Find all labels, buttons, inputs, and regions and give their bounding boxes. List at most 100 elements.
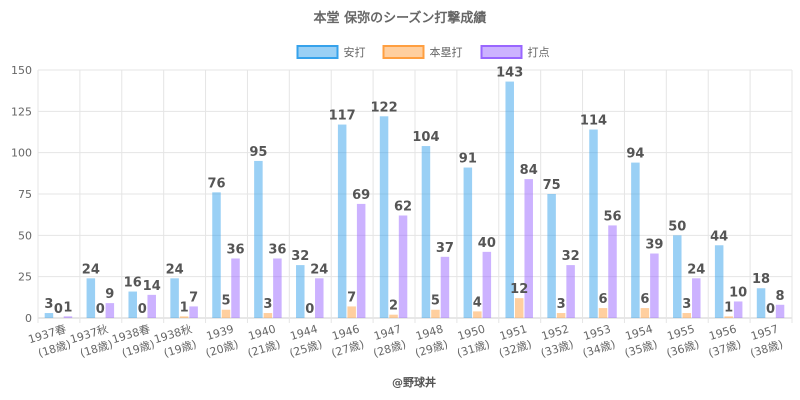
bar[interactable] [440,256,450,318]
bar[interactable] [398,215,408,318]
bar[interactable] [296,265,305,318]
bar[interactable] [524,179,533,318]
bar[interactable] [315,278,324,318]
x-tick-label: 1950(31歳) [455,322,491,360]
bar[interactable] [589,129,598,318]
bar[interactable] [231,258,240,318]
bar[interactable] [105,303,115,318]
data-label: 32 [291,249,309,264]
footer-credit: @野球丼 [392,375,436,389]
x-tick-label: 1946(27歳) [330,322,366,360]
bar[interactable] [547,194,556,318]
bar[interactable] [756,288,766,318]
bar[interactable] [221,309,231,318]
bar[interactable] [724,316,733,318]
legend-item[interactable]: 安打 [296,45,366,59]
data-label: 76 [207,176,225,191]
bar[interactable] [63,316,73,318]
bar[interactable] [598,308,608,318]
data-label: 56 [603,209,621,224]
bar[interactable] [714,245,724,318]
x-tick-label: 1954(35歳) [623,322,659,360]
data-label: 32 [562,249,580,264]
data-label: 24 [687,262,705,277]
data-label: 94 [626,147,644,162]
legend-label: 打点 [528,45,550,59]
bar[interactable] [86,278,96,318]
data-label: 117 [329,109,356,124]
x-tick-label: 1937春(18歳) [27,322,73,360]
bar[interactable] [733,301,743,318]
data-label: 44 [710,229,728,244]
bar[interactable] [505,81,514,318]
bar[interactable] [212,192,221,318]
data-label: 0 [305,302,314,317]
bar[interactable] [673,235,682,318]
bar[interactable] [482,251,492,318]
data-label: 14 [143,279,161,294]
bar[interactable] [608,225,617,318]
y-tick-label: 100 [11,147,32,160]
bar[interactable] [463,167,473,318]
bar[interactable] [147,294,156,318]
data-label: 10 [729,285,747,300]
x-tick-label: 1940(21歳) [246,322,282,360]
data-label: 104 [412,130,439,145]
data-label: 114 [580,114,607,129]
legend-item[interactable]: 打点 [480,45,550,59]
data-label: 6 [598,292,607,307]
bar[interactable] [556,313,566,318]
data-label: 7 [189,290,198,305]
data-label: 24 [82,262,100,277]
bar[interactable] [431,309,440,318]
bar[interactable] [254,160,263,318]
data-label: 0 [96,302,105,317]
y-tick-label: 0 [25,312,32,325]
data-label: 1 [724,300,733,315]
bar[interactable] [566,265,575,318]
bar[interactable] [128,291,137,318]
data-label: 37 [436,241,454,256]
legend-item[interactable]: 本塁打 [382,45,463,59]
bar[interactable] [514,298,524,318]
bar[interactable] [337,124,347,318]
data-label: 5 [221,294,230,309]
bar[interactable] [263,313,273,318]
data-label: 12 [510,282,528,297]
x-tick-label: 1953(34歳) [581,322,617,360]
legend-label: 本塁打 [430,45,463,59]
x-tick-label: 1937秋(18歳) [68,321,114,360]
bar[interactable] [170,278,179,318]
bar[interactable] [650,253,659,318]
x-tick-label: 1957(38歳) [749,322,785,360]
data-label: 1 [63,300,72,315]
bar[interactable] [347,306,356,318]
bar[interactable] [44,313,54,318]
bar[interactable] [421,146,431,318]
x-axis: 1937春(18歳)1937秋(18歳)1938春(19歳)1938秋(19歳)… [27,321,785,360]
bar[interactable] [692,278,701,318]
bar[interactable] [682,313,692,318]
bar[interactable] [640,308,650,318]
bar[interactable] [775,304,785,318]
data-label: 24 [310,262,328,277]
bar[interactable] [631,162,640,318]
bar[interactable] [273,258,282,318]
y-tick-label: 125 [11,105,32,118]
bars [44,81,785,318]
x-tick-label: 1952(33歳) [539,322,575,360]
x-tick-label: 1956(37歳) [707,322,743,360]
bar[interactable] [473,311,482,318]
bar[interactable] [189,306,198,318]
data-label: 18 [752,272,770,287]
data-label: 8 [776,289,785,304]
bar[interactable] [179,316,189,318]
bar[interactable] [379,116,389,318]
data-label: 0 [54,302,63,317]
data-label: 69 [352,188,370,203]
data-label: 36 [268,242,286,257]
x-tick-label: 1944(25歳) [288,322,324,360]
bar[interactable] [389,314,398,318]
bar[interactable] [356,203,366,318]
